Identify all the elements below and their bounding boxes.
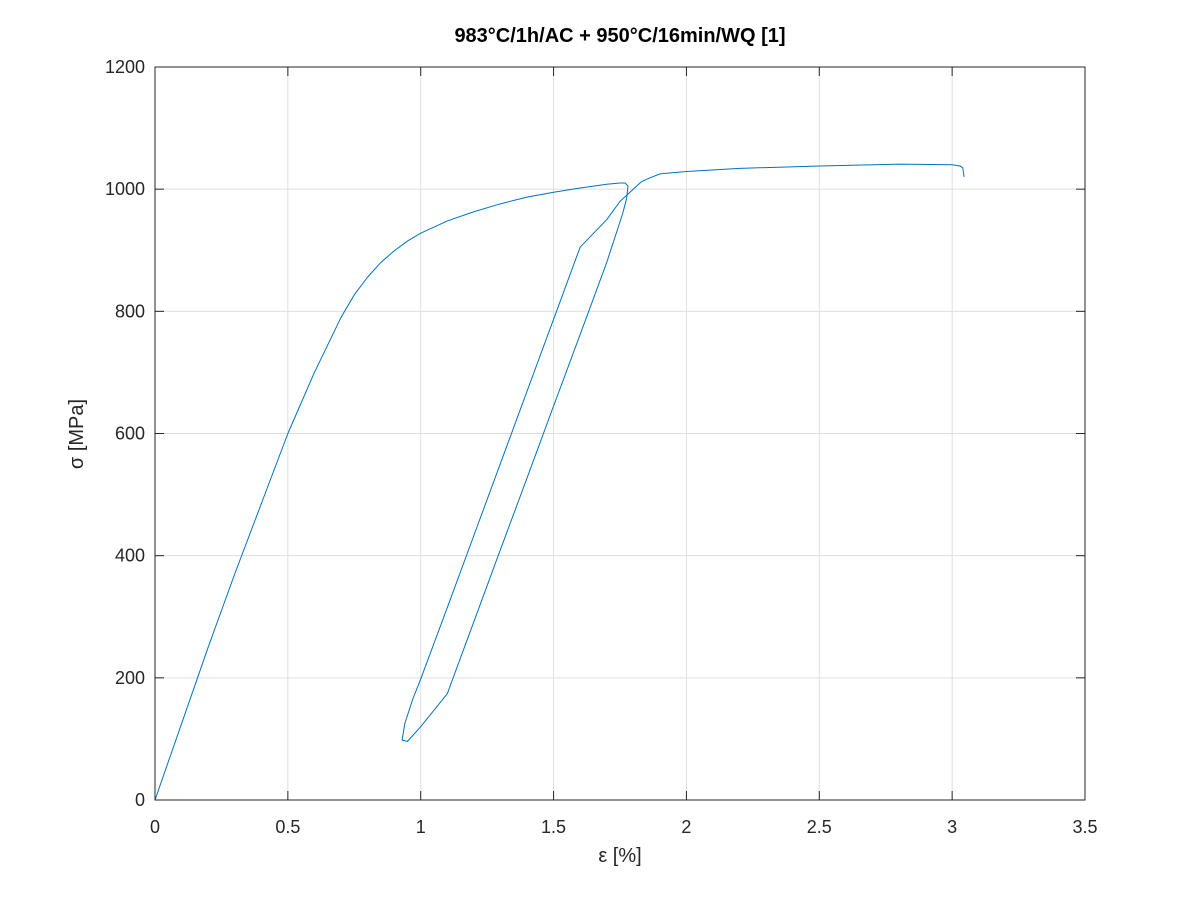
x-tick-label-0: 0	[150, 817, 160, 837]
data-series-line-0	[154, 163, 965, 801]
x-axis-label: ε [%]	[598, 845, 641, 867]
y-tick-label-4: 800	[115, 301, 145, 321]
y-tick-label-5: 1000	[105, 179, 145, 199]
x-tick-label-6: 3	[947, 817, 957, 837]
y-tick-label-0: 0	[135, 790, 145, 810]
y-tick-label-6: 1200	[105, 57, 145, 77]
y-tick-label-3: 600	[115, 424, 145, 444]
chart-title: 983°C/1h/AC + 950°C/16min/WQ [1]	[454, 25, 785, 47]
x-tick-label-4: 2	[681, 817, 691, 837]
plot-area: 0 0.5 1 1.5 2 2.5 3 3.5 0 200 400 600 800 1000 1200	[105, 57, 1098, 837]
y-tick-label-2: 400	[115, 546, 145, 566]
x-tick-label-1: 0.5	[275, 817, 300, 837]
x-tick-label-2: 1	[416, 817, 426, 837]
x-tick-label-3: 1.5	[541, 817, 566, 837]
x-tick-label-7: 3.5	[1072, 817, 1097, 837]
y-tick-label-1: 200	[115, 668, 145, 688]
x-tick-label-5: 2.5	[807, 817, 832, 837]
y-axis-label: σ [MPa]	[66, 399, 88, 469]
